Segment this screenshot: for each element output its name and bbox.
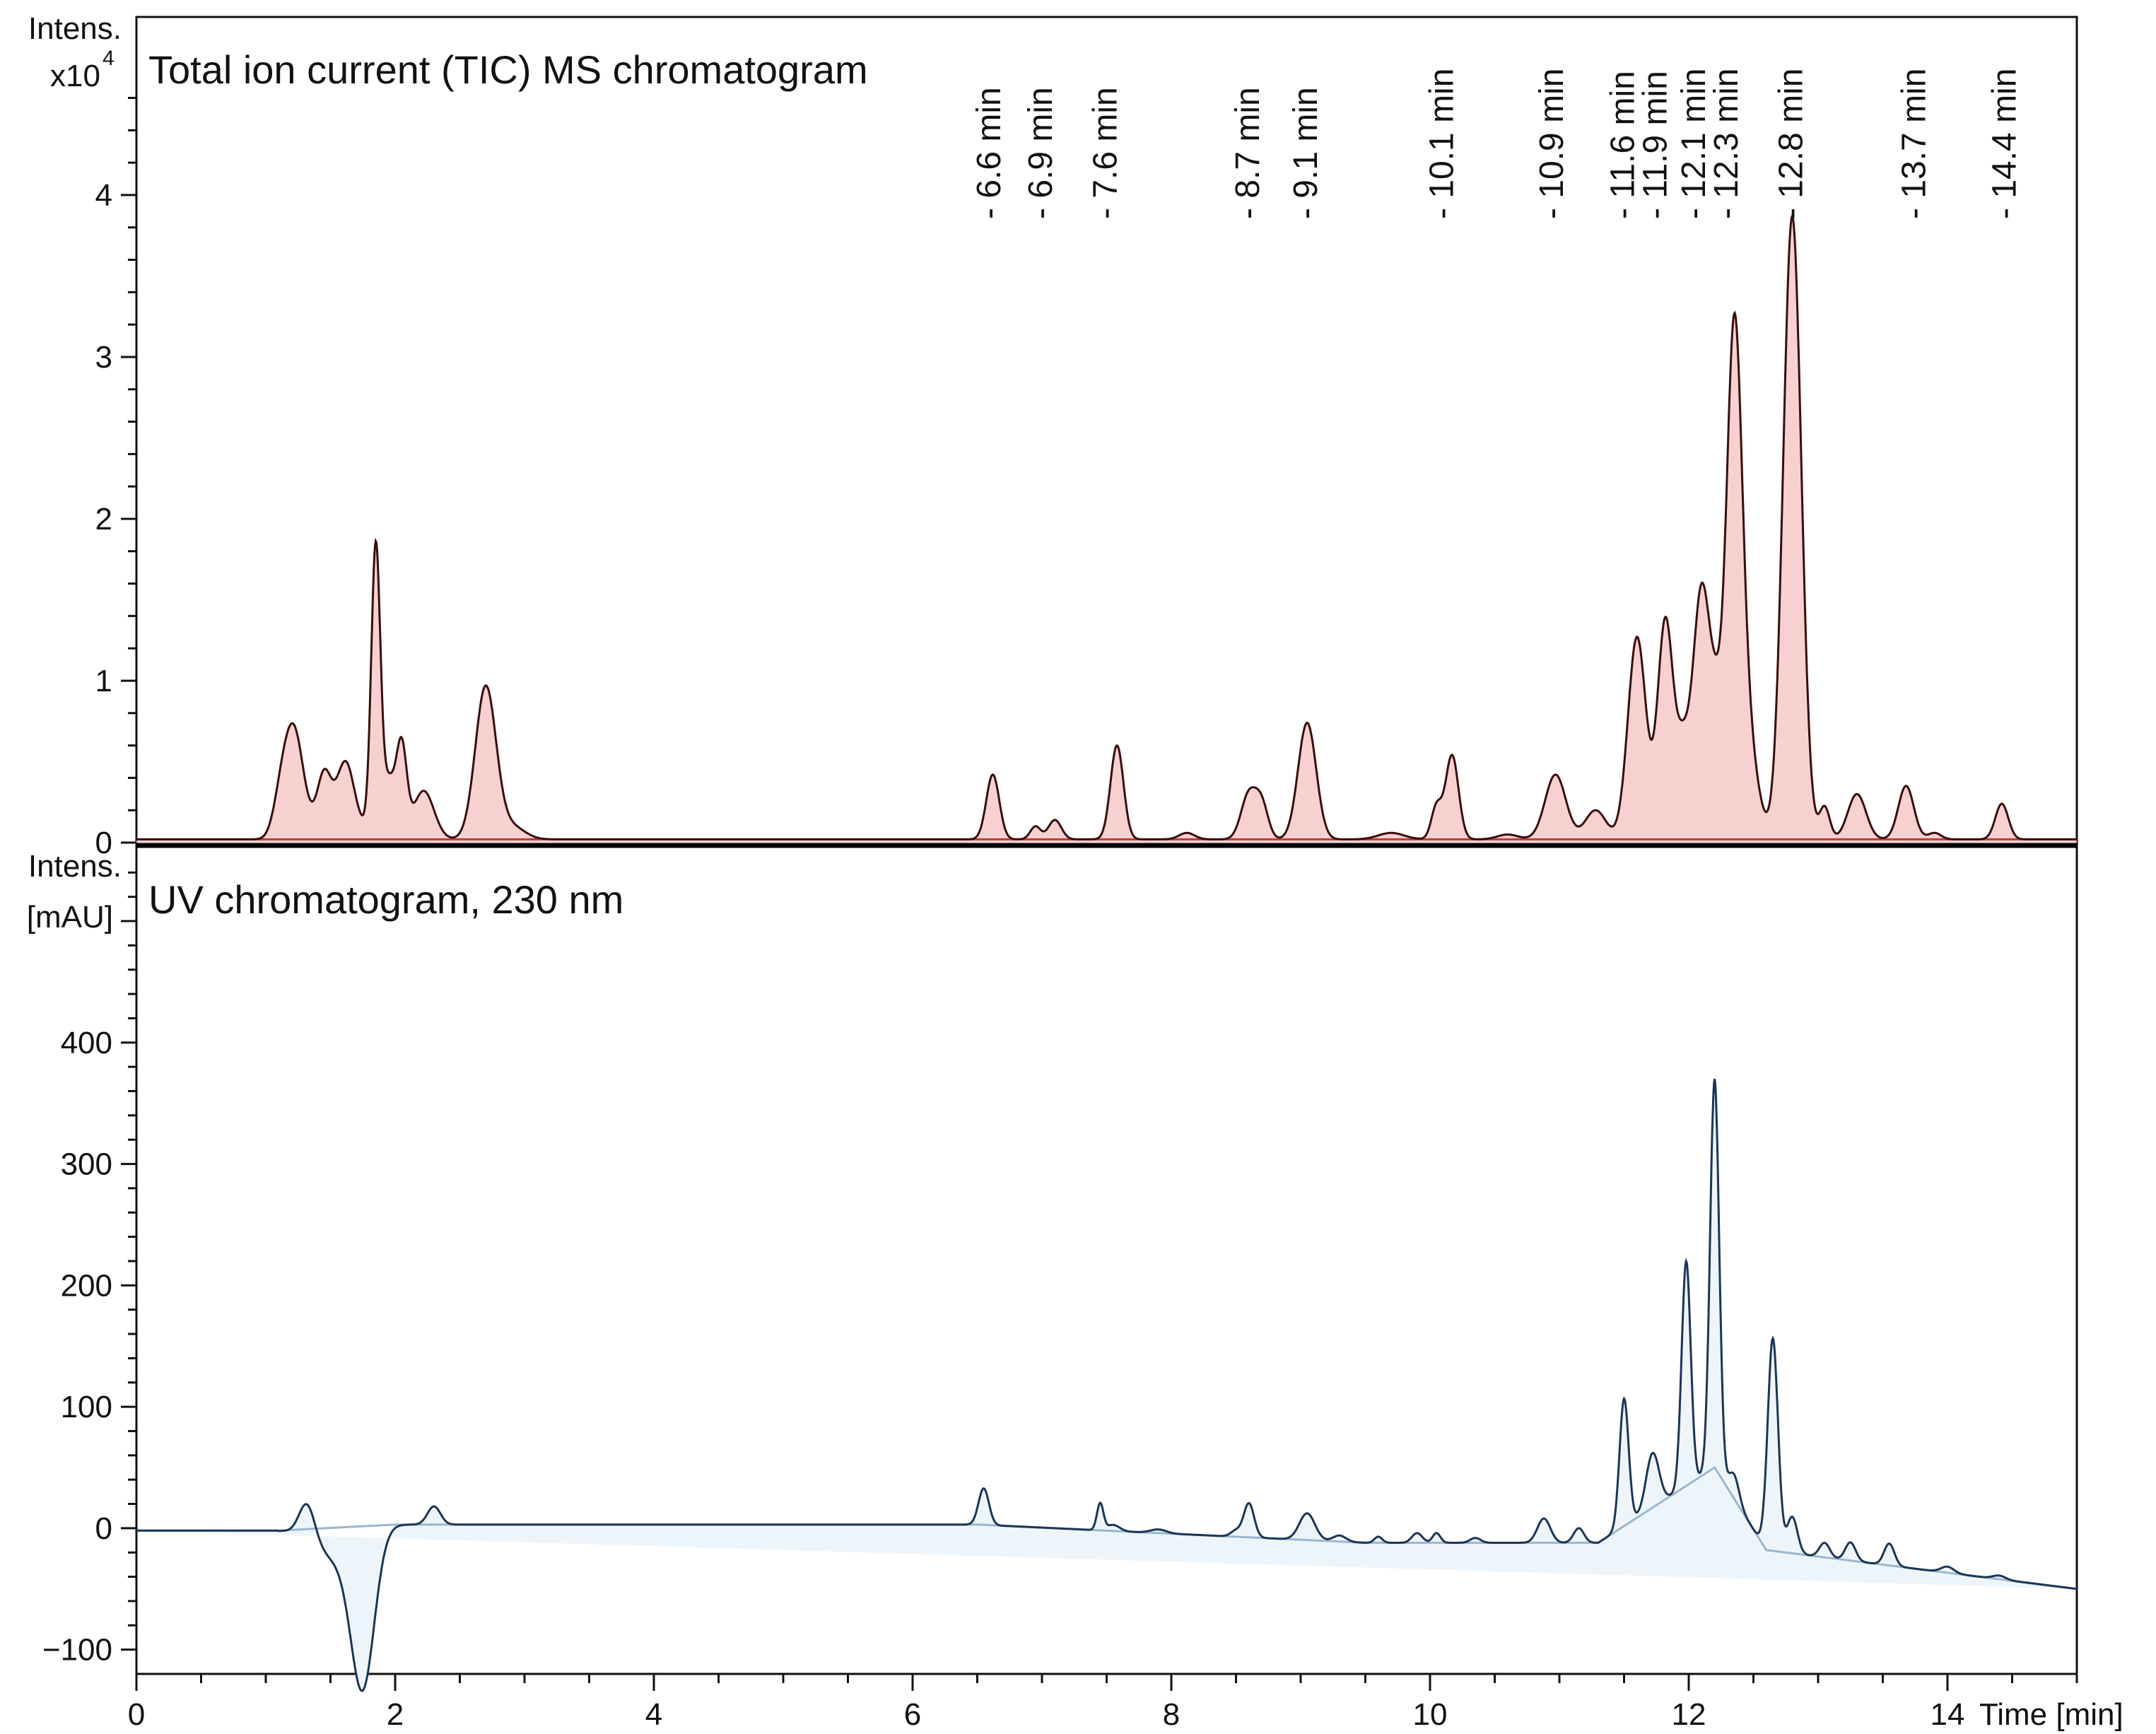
x-axis-label: Time [min] bbox=[1979, 1697, 2123, 1732]
uv-peak-area-fill bbox=[136, 1079, 2077, 1691]
x-tick-label: 14 bbox=[1931, 1697, 1965, 1732]
x-tick-label: 6 bbox=[904, 1697, 921, 1732]
tic-trace-line bbox=[136, 213, 2077, 840]
x-tick-label: 4 bbox=[645, 1697, 662, 1732]
uv-y-tick-label: 200 bbox=[61, 1268, 112, 1303]
tic-y-tick-label: 3 bbox=[95, 340, 112, 375]
uv-trace-line bbox=[136, 1079, 2078, 1692]
uv-y-axis-label-line1: Intens. bbox=[28, 849, 122, 884]
uv-y-axis-label-line2: [mAU] bbox=[27, 900, 113, 935]
tic-y-axis-label-line1: Intens. bbox=[28, 11, 122, 46]
uv-y-tick-label: 300 bbox=[61, 1147, 112, 1182]
tic-peak-label: - 9.1 min bbox=[1287, 87, 1325, 219]
x-tick-label: 12 bbox=[1672, 1697, 1706, 1732]
tic-y-axis-label-line2: x10 bbox=[50, 59, 100, 93]
time-x-axis: 0 2 4 6 8 10 12 14 bbox=[128, 1674, 2078, 1732]
x-tick-label: 8 bbox=[1163, 1697, 1180, 1732]
uv-chart-title: UV chromatogram, 230 nm bbox=[148, 877, 623, 922]
tic-area-polygon bbox=[136, 216, 2077, 843]
uv-baseline-line bbox=[136, 1465, 2078, 1591]
uv-y-tick-label: 400 bbox=[61, 1026, 112, 1060]
tic-panel: 0 1 2 3 4 - 6.6 min - 6.9 min - 7.6 min - 8.7 m… bbox=[28, 11, 2078, 860]
uv-panel: −100 0 100 200 300 400 0 2 4 6 8 10 12 14 UV chromat… bbox=[27, 844, 2123, 1732]
tic-y-axis: 0 1 2 3 4 bbox=[95, 97, 136, 860]
tic-y-tick-label: 4 bbox=[95, 178, 112, 213]
tic-y-axis-scale: x10 bbox=[50, 59, 100, 93]
tic-peak-label: - 6.6 min bbox=[971, 87, 1008, 219]
tic-peak-label: - 14.4 min bbox=[1986, 69, 2023, 219]
tic-y-tick-label: 1 bbox=[95, 664, 112, 698]
x-tick-label: 2 bbox=[387, 1697, 404, 1732]
tic-peak-label: - 13.7 min bbox=[1895, 69, 1933, 219]
tic-peak-label: - 12.8 min bbox=[1772, 69, 1810, 219]
tic-peak-label: - 12.3 min bbox=[1708, 69, 1745, 219]
tic-peak-area-fill bbox=[136, 216, 2077, 843]
tic-y-axis-exponent: 4 bbox=[102, 47, 115, 70]
uv-baseline bbox=[136, 1465, 2078, 1591]
uv-trace bbox=[136, 1079, 2078, 1692]
tic-y-tick-label: 0 bbox=[95, 826, 112, 860]
uv-y-tick-label: 0 bbox=[95, 1511, 112, 1546]
tic-y-tick-label: 2 bbox=[95, 502, 112, 537]
tic-peak-label: - 12.1 min bbox=[1675, 69, 1713, 219]
tic-chart-title: Total ion current (TIC) MS chromatogram bbox=[148, 47, 868, 92]
tic-peak-label: - 6.9 min bbox=[1022, 87, 1060, 219]
tic-peak-label: - 10.9 min bbox=[1533, 69, 1571, 219]
tic-peak-label: - 11.9 min bbox=[1636, 71, 1674, 219]
uv-y-tick-label: 100 bbox=[61, 1390, 112, 1424]
uv-y-tick-label: −100 bbox=[42, 1633, 112, 1668]
x-tick-label: 0 bbox=[128, 1697, 145, 1732]
tic-peak-label: - 8.7 min bbox=[1229, 87, 1267, 219]
tic-peak-label: - 7.6 min bbox=[1087, 87, 1125, 219]
uv-area-polygon bbox=[136, 1079, 2077, 1691]
tic-peak-label: - 11.6 min bbox=[1605, 71, 1642, 219]
uv-y-axis: −100 0 100 200 300 400 bbox=[42, 871, 136, 1668]
tic-peak-labels: - 6.6 min - 6.9 min - 7.6 min - 8.7 min - 9.… bbox=[971, 69, 2024, 219]
tic-peak-label: - 10.1 min bbox=[1423, 69, 1460, 219]
tic-trace bbox=[136, 213, 2077, 840]
x-tick-label: 10 bbox=[1413, 1697, 1448, 1732]
